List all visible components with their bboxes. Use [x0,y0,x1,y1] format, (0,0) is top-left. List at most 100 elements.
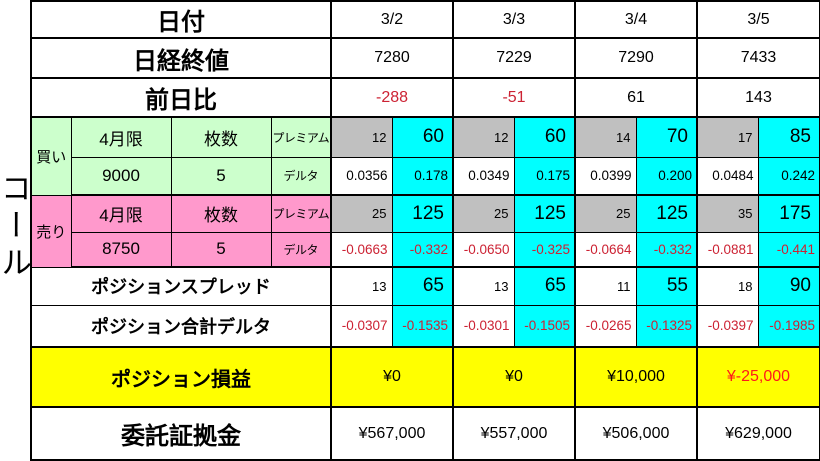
position-pnl-value: ¥-25,000 [696,346,820,408]
sell-delta-total: -0.325 [513,231,576,268]
position-table: 日付 3/2 3/3 3/4 3/5 日経終値 7280 7229 7290 7… [30,0,820,461]
sell-premium-total: 125 [391,194,454,233]
sell-side-label: 売り [30,194,72,268]
day-change-value: -288 [330,77,454,118]
buy-contract-label: 4月限 [70,116,172,158]
buy-premium-total: 85 [757,116,820,158]
position-spread-total: 65 [391,266,454,306]
sell-contract-label: 4月限 [70,194,172,233]
sell-premium-label: プレミアム [270,194,332,233]
buy-delta-unit: 0.0399 [574,156,637,196]
row-position-spread: ポジションスプレッド 13 65 13 65 11 55 18 90 [30,266,820,306]
position-spread-unit: 11 [574,266,637,306]
position-pnl-value: ¥0 [452,346,576,408]
date-value: 3/5 [696,0,820,39]
date-value: 3/2 [330,0,454,39]
sell-premium-unit: 25 [574,194,637,233]
buy-premium-unit: 12 [330,116,393,158]
position-spread-label: ポジションスプレッド [30,266,332,306]
day-change-label: 前日比 [30,77,332,118]
nikkei-close-label: 日経終値 [30,37,332,79]
buy-premium-unit: 14 [574,116,637,158]
nikkei-close-value: 7280 [330,37,454,79]
buy-premium-total: 70 [635,116,698,158]
position-spread-unit: 18 [696,266,759,306]
margin-value: ¥567,000 [330,406,454,461]
sell-strike: 8750 [70,231,172,268]
sell-delta-unit: -0.0664 [574,231,637,268]
date-value: 3/4 [574,0,698,39]
position-total-delta-unit: -0.0301 [452,304,515,348]
buy-delta-unit: 0.0484 [696,156,759,196]
position-total-delta-total: -0.1325 [635,304,698,348]
buy-premium-total: 60 [513,116,576,158]
row-sell-premium: 売り 4月限 枚数 プレミアム 25 125 25 125 25 125 35 … [30,194,820,268]
position-spread-total: 55 [635,266,698,306]
position-total-delta-total: -0.1985 [757,304,820,348]
position-pnl-value: ¥10,000 [574,346,698,408]
row-nikkei-close: 日経終値 7280 7229 7290 7433 [30,37,820,79]
row-margin: 委託証拠金 ¥567,000 ¥557,000 ¥506,000 ¥629,00… [30,406,820,461]
position-total-delta-unit: -0.0307 [330,304,393,348]
buy-delta-total: 0.200 [635,156,698,196]
row-position-total-delta: ポジション合計デルタ -0.0307 -0.1535 -0.0301 -0.15… [30,304,820,348]
position-total-delta-total: -0.1535 [391,304,454,348]
day-change-value: 61 [574,77,698,118]
buy-lots-label: 枚数 [170,116,272,158]
position-spread-total: 90 [757,266,820,306]
row-day-change: 前日比 -288 -51 61 143 [30,77,820,118]
margin-value: ¥629,000 [696,406,820,461]
sell-delta-unit: -0.0881 [696,231,759,268]
buy-delta-unit: 0.0356 [330,156,393,196]
buy-side-label: 買い [30,116,72,196]
sell-delta-total: -0.332 [635,231,698,268]
sell-premium-total: 125 [513,194,576,233]
position-total-delta-label: ポジション合計デルタ [30,304,332,348]
buy-premium-unit: 17 [696,116,759,158]
buy-premium-unit: 12 [452,116,515,158]
buy-delta-total: 0.242 [757,156,820,196]
sell-delta-label: デルタ [270,231,332,268]
position-spread-unit: 13 [452,266,515,306]
sell-premium-total: 125 [635,194,698,233]
row-buy-premium: 買い 4月限 枚数 プレミアム 12 60 12 60 14 70 17 85 [30,116,820,196]
sell-premium-unit: 35 [696,194,759,233]
buy-premium-total: 60 [391,116,454,158]
buy-premium-label: プレミアム [270,116,332,158]
day-change-value: 143 [696,77,820,118]
sell-lots: 5 [170,231,272,268]
row-date: 日付 3/2 3/3 3/4 3/5 [30,0,820,39]
call-vertical-label: コール [0,172,31,283]
sell-delta-total: -0.332 [391,231,454,268]
nikkei-close-value: 7229 [452,37,576,79]
position-total-delta-unit: -0.0265 [574,304,637,348]
position-pnl-value: ¥0 [330,346,454,408]
buy-delta-unit: 0.0349 [452,156,515,196]
day-change-value: -51 [452,77,576,118]
position-pnl-label: ポジション損益 [30,346,332,408]
sell-delta-total: -0.441 [757,231,820,268]
margin-value: ¥557,000 [452,406,576,461]
margin-label: 委託証拠金 [30,406,332,461]
position-spread-unit: 13 [330,266,393,306]
sell-lots-label: 枚数 [170,194,272,233]
date-value: 3/3 [452,0,576,39]
nikkei-close-value: 7433 [696,37,820,79]
buy-delta-total: 0.178 [391,156,454,196]
row-sell-delta: 8750 5 デルタ -0.0663 -0.332 -0.0650 -0.325… [31,231,820,268]
position-total-delta-unit: -0.0397 [696,304,759,348]
position-total-delta-total: -0.1505 [513,304,576,348]
margin-value: ¥506,000 [574,406,698,461]
date-row-label: 日付 [30,0,332,39]
sell-premium-total: 175 [757,194,820,233]
sell-delta-unit: -0.0650 [452,231,515,268]
buy-delta-label: デルタ [270,156,332,196]
position-spread-total: 65 [513,266,576,306]
buy-lots: 5 [170,156,272,196]
sell-premium-unit: 25 [330,194,393,233]
nikkei-close-value: 7290 [574,37,698,79]
buy-delta-total: 0.175 [513,156,576,196]
row-buy-delta: 9000 5 デルタ 0.0356 0.178 0.0349 0.175 0.0… [31,156,820,196]
sell-premium-unit: 25 [452,194,515,233]
